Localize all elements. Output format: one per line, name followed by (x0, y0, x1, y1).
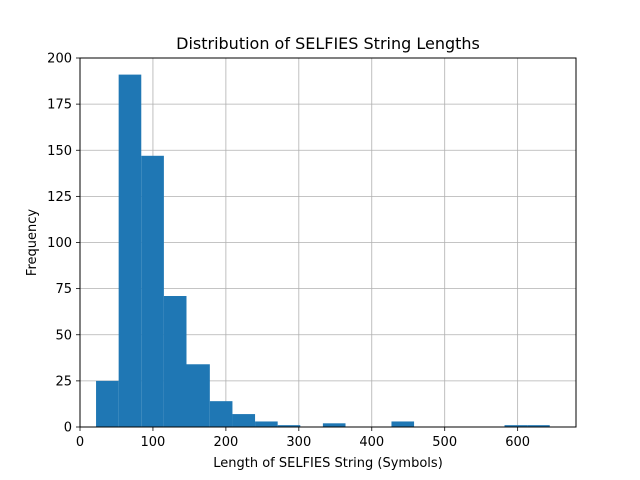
y-tick-label: 200 (47, 52, 72, 67)
histogram-bar (391, 421, 415, 427)
y-tick-label: 125 (47, 190, 72, 205)
x-tick-label: 500 (432, 435, 457, 450)
chart-title: Distribution of SELFIES String Lengths (176, 34, 480, 53)
y-axis-title: Frequency (25, 209, 40, 276)
x-axis-title: Length of SELFIES String (Symbols) (213, 456, 443, 471)
y-tick-label: 175 (47, 98, 72, 113)
x-tick-label: 300 (286, 435, 311, 450)
histogram-bar (186, 364, 210, 427)
histogram-bar (163, 296, 187, 427)
y-tick-label: 0 (64, 421, 72, 436)
x-tick-label: 600 (505, 435, 530, 450)
histogram-bar (277, 425, 301, 427)
y-tick-label: 25 (55, 374, 72, 389)
y-tick-label: 150 (47, 144, 72, 159)
y-tick-label: 100 (47, 236, 72, 251)
histogram-bars (96, 74, 550, 427)
axis-ticks: 0 100 200 300 400 500 600 0 25 50 75 100 125 150 175 20… (47, 52, 530, 451)
x-tick-label: 0 (76, 435, 84, 450)
histogram-bar (527, 425, 550, 427)
y-tick-label: 75 (55, 282, 72, 297)
histogram-bar (322, 423, 346, 427)
histogram-bar (141, 155, 164, 427)
y-tick-label: 50 (55, 328, 72, 343)
histogram-bar (96, 380, 119, 427)
histogram-bar (209, 401, 233, 427)
histogram-bar (255, 421, 278, 427)
histogram-bar (504, 425, 528, 427)
x-tick-label: 200 (213, 435, 238, 450)
x-tick-label: 100 (141, 435, 166, 450)
x-tick-label: 400 (359, 435, 384, 450)
histogram-bar (232, 414, 256, 427)
histogram-bar (118, 74, 142, 427)
